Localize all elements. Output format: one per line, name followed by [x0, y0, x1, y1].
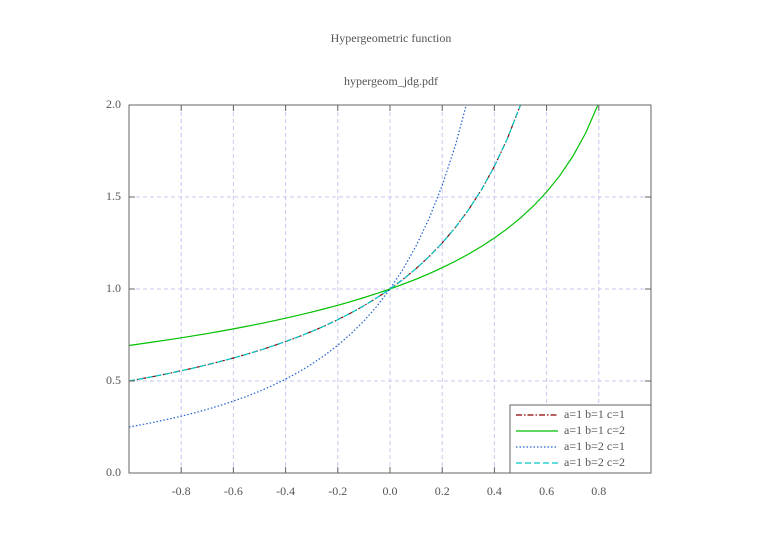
series-line — [129, 105, 599, 347]
axes-layer: 0.0 0.5 1.0 1.5 2.0 -0.8 -0.6 -0.4 -0.2 0.0 0.2 0.4… — [106, 97, 652, 498]
x-tick-label: -0.8 — [172, 484, 191, 498]
chart-subtitle: hypergeom_jdg.pdf — [344, 74, 438, 88]
legend-box — [509, 404, 652, 474]
series-line — [129, 105, 467, 428]
x-tick-label: -0.6 — [224, 484, 243, 498]
lines-layer — [129, 105, 599, 428]
chart-title: Hypergeometric function — [331, 31, 452, 45]
x-tick-label: 0.6 — [539, 484, 554, 498]
series-line — [129, 105, 522, 382]
legend-label: a=1 b=1 c=1 — [564, 407, 625, 421]
x-tick-label: 0.8 — [591, 484, 606, 498]
x-tick-label: -0.2 — [328, 484, 347, 498]
y-tick-label: 0.0 — [106, 465, 121, 479]
y-tick-label: 2.0 — [106, 97, 121, 111]
legend-label: a=1 b=1 c=2 — [564, 423, 625, 437]
x-tick-label: 0.2 — [435, 484, 450, 498]
y-tick-label: 1.5 — [106, 189, 121, 203]
legend-label: a=1 b=2 c=2 — [564, 455, 625, 469]
x-tick-label: 0.4 — [487, 484, 502, 498]
y-tick-label: 0.5 — [106, 373, 121, 387]
legend-label: a=1 b=2 c=1 — [564, 439, 625, 453]
x-tick-label: 0.0 — [383, 484, 398, 498]
y-tick-label: 1.0 — [106, 281, 121, 295]
series-line — [129, 105, 522, 382]
x-tick-label: -0.4 — [276, 484, 295, 498]
